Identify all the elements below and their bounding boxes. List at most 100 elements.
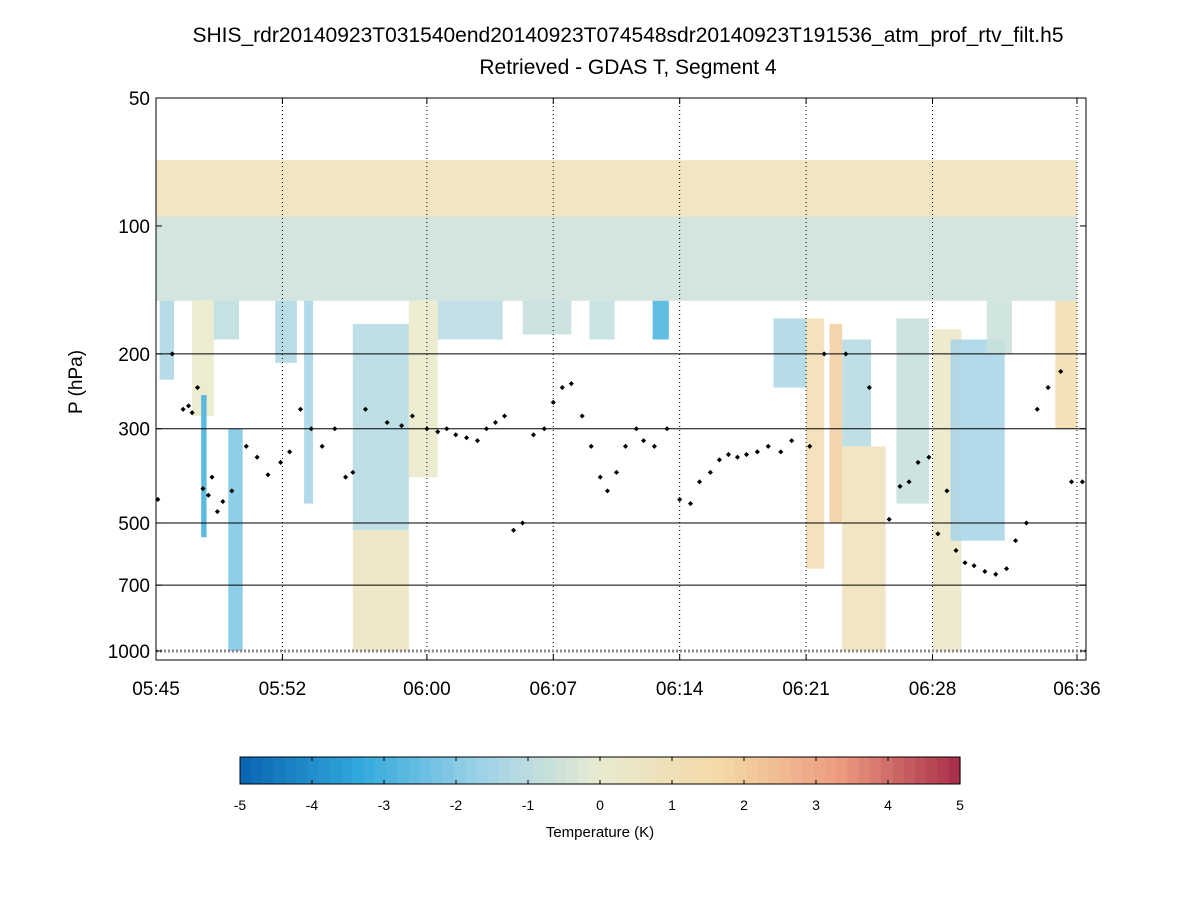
cloud-top-point-85	[1045, 385, 1051, 391]
cloud-top-point-34	[492, 419, 499, 426]
colorbar-segment-50	[802, 757, 815, 784]
cloud-top-point-63	[778, 449, 784, 455]
cloud-top-point-39	[541, 426, 547, 432]
cloud-top-point-6	[200, 486, 206, 492]
colorbar-segment-2	[262, 757, 275, 784]
colorbar-segment-25	[521, 757, 534, 784]
heatmap-cell-6	[228, 428, 243, 651]
cloud-top-point-29	[444, 426, 450, 432]
cloud-top-point-46	[604, 488, 611, 494]
cloud-top-point-20	[332, 426, 338, 432]
cloud-top-point-43	[579, 413, 585, 419]
cloud-top-point-37	[520, 520, 526, 526]
cloud-top-point-62	[765, 443, 771, 449]
colorbar-segment-57	[881, 757, 894, 784]
cloud-top-point-35	[501, 413, 508, 419]
colorbar-label: Temperature (K)	[546, 824, 654, 841]
heatmap-cell-9	[352, 323, 409, 531]
colorbar-segment-30	[577, 757, 590, 784]
cloud-top-point-26	[409, 413, 415, 419]
colorbar-segment-24	[510, 757, 522, 784]
cloud-top-point-73	[926, 454, 932, 460]
cloud-top-point-27	[424, 426, 430, 432]
colorbar-segment-16	[420, 757, 432, 784]
colorbar-segment-14	[397, 757, 410, 784]
colorbar-segment-59	[903, 757, 916, 784]
cloud-top-point-87	[1069, 479, 1075, 485]
colorbar-segment-21	[476, 757, 489, 784]
heatmap-cell-24	[986, 300, 1012, 354]
cloud-top-point-16	[287, 449, 293, 455]
cloud-top-point-28	[435, 429, 441, 435]
colorbar-segment-0	[240, 757, 252, 784]
cloud-top-point-32	[474, 438, 480, 444]
colorbar-segment-63	[948, 757, 961, 784]
colorbar-segment-28	[555, 757, 567, 784]
heatmap-cell-0	[156, 160, 1077, 217]
x-tick-label-7: 06:36	[1053, 679, 1101, 700]
colorbar-segment-42	[712, 757, 725, 784]
colorbar-segment-39	[678, 757, 691, 784]
colorbar-segment-62	[937, 757, 950, 784]
y-axis-ticks: 50 100 200 300 500 700 1000	[108, 89, 1086, 663]
colorbar-segment-11	[363, 757, 376, 784]
y-tick-label-1000: 1000	[108, 642, 150, 663]
x-tick-label-1: 05:52	[259, 679, 307, 700]
chart-title: SHIS_rdr20140923T031540end20140923T07454…	[192, 24, 1063, 47]
cloud-top-point-68	[866, 385, 872, 391]
cloud-top-point-51	[651, 443, 657, 449]
x-tick-label-2: 06:00	[403, 679, 451, 700]
cloud-top-point-7	[205, 492, 211, 498]
cloud-top-point-21	[343, 474, 349, 480]
heatmap-cell-15	[652, 300, 669, 340]
colorbar-segment-45	[746, 757, 759, 784]
cloud-top-point-84	[1034, 406, 1040, 412]
colorbar-segment-48	[780, 757, 792, 784]
cloud-top-point-69	[886, 516, 892, 522]
heatmap-cell-21	[896, 318, 929, 504]
heatmap-cell-1	[156, 216, 1077, 301]
heatmap-cell-14	[589, 300, 615, 340]
cloud-top-point-3	[185, 403, 192, 409]
colorbar-segment-49	[791, 757, 804, 784]
colorbar-segment-55	[858, 757, 871, 784]
colorbar-segment-60	[915, 757, 927, 784]
cloud-top-point-12	[243, 443, 249, 449]
cloud-top-point-41	[559, 385, 565, 391]
colorbar-segment-9	[341, 757, 354, 784]
heatmap-cell-23	[950, 339, 1005, 541]
cloud-top-point-83	[1023, 520, 1029, 526]
cloud-top-point-24	[384, 419, 390, 426]
cloud-top-point-2	[180, 406, 186, 412]
colorbar-segment-6	[307, 757, 320, 784]
colorbar-segment-19	[453, 757, 466, 784]
heatmap-cell-7	[275, 300, 297, 363]
colorbar-segment-41	[701, 757, 714, 784]
colorbar-segment-53	[836, 757, 849, 784]
colorbar-segment-20	[465, 757, 477, 784]
colorbar-segment-44	[735, 757, 747, 784]
cloud-top-point-25	[399, 423, 405, 429]
colorbar-tick-label-0: -5	[234, 797, 247, 813]
cloud-top-point-15	[278, 459, 284, 465]
cloud-top-point-22	[350, 469, 356, 475]
colorbar-segment-36	[645, 757, 657, 784]
cloud-top-point-31	[464, 435, 470, 441]
cloud-top-point-14	[265, 472, 271, 478]
cloud-top-point-33	[483, 426, 490, 432]
cloud-top-point-88	[1079, 479, 1085, 485]
x-tick-label-5: 06:21	[782, 679, 830, 700]
cloud-top-point-0	[156, 496, 161, 502]
colorbar-segment-10	[352, 757, 365, 784]
cloud-top-point-53	[677, 496, 683, 502]
heatmap-cell-20	[842, 446, 886, 651]
cloud-top-point-64	[789, 438, 795, 444]
colorbar-segment-27	[543, 757, 556, 784]
cloud-top-point-86	[1058, 368, 1064, 375]
heatmap-cell-25	[1055, 300, 1077, 429]
chart-subtitle: Retrieved - GDAS T, Segment 4	[479, 56, 777, 79]
colorbar-segment-4	[285, 757, 297, 784]
cloud-top-point-23	[362, 406, 369, 412]
heatmap-cell-5	[201, 395, 207, 538]
cloud-top-point-76	[953, 547, 959, 553]
